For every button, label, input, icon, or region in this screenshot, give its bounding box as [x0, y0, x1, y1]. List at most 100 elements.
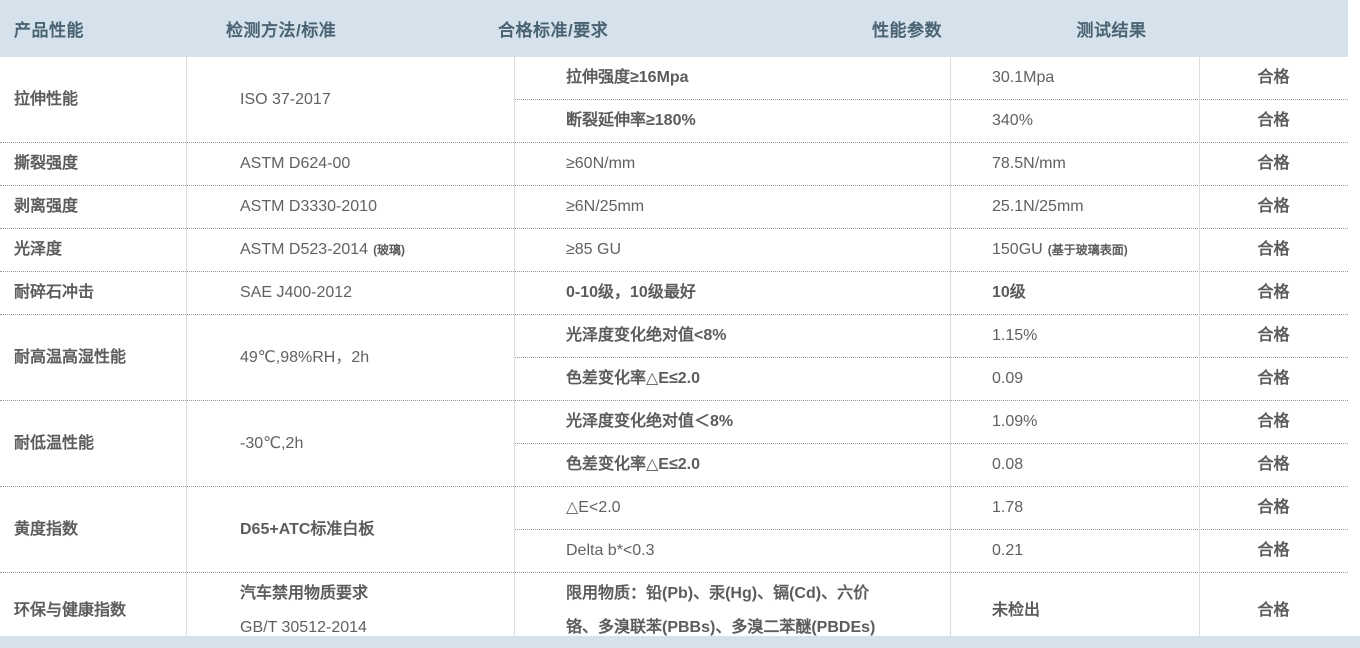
method-cell: ASTM D624-00	[186, 143, 514, 185]
cell-line: 光泽度	[14, 233, 186, 267]
subrow-group: 光泽度变化绝对值<8% 1.15% 合格 色差变化率△E≤2.0 0.09 合格	[514, 315, 1348, 400]
table-group: 拉伸性能 ISO 37-2017 拉伸强度≥16Mpa 30.1Mpa 合格 断裂延伸率≥…	[0, 57, 1348, 143]
cell-text: 耐碎石冲击	[14, 284, 95, 301]
parameter-cell: 0.08	[950, 448, 1199, 482]
cell-text: 340%	[992, 112, 1033, 129]
cell-text: ≥6N/25mm	[566, 198, 645, 215]
column-divider	[186, 57, 187, 636]
cell-line: 合格	[1257, 61, 1289, 95]
result-cell: 合格	[1199, 147, 1348, 181]
cell-text: D65+ATC标准白板	[240, 520, 375, 538]
table-subrow: 断裂延伸率≥180% 340% 合格	[514, 99, 1348, 142]
subrow-group: 拉伸强度≥16Mpa 30.1Mpa 合格 断裂延伸率≥180% 340% 合格	[514, 57, 1348, 142]
cell-line: 拉伸强度≥16Mpa	[566, 61, 890, 95]
result-cell: 合格	[1199, 104, 1348, 138]
cell-line: 30.1Mpa	[992, 61, 1199, 95]
requirement-cell: ≥6N/25mm	[514, 190, 950, 224]
cell-line: Delta b*<0.3	[566, 534, 890, 568]
requirement-cell: 0-10级，10级最好	[514, 276, 950, 310]
table-group: 剥离强度 ASTM D3330-2010 ≥6N/25mm 25.1N/25mm 合格	[0, 186, 1348, 229]
cell-line: 耐高温高湿性能	[14, 341, 186, 375]
parameter-cell: 1.78	[950, 491, 1199, 525]
cell-line: 10级	[992, 276, 1199, 310]
table-group: 耐高温高湿性能 49℃,98%RH，2h 光泽度变化绝对值<8% 1.15% 合格 色差变…	[0, 315, 1348, 401]
cell-line: 未检出	[992, 594, 1199, 628]
cell-text: 合格	[1257, 155, 1290, 172]
table-subrow: Delta b*<0.3 0.21 合格	[514, 529, 1348, 572]
requirement-cell: ≥85 GU	[514, 233, 950, 267]
result-cell: 合格	[1199, 577, 1348, 645]
requirement-cell: 断裂延伸率≥180%	[514, 104, 950, 138]
result-cell: 合格	[1199, 448, 1348, 482]
result-cell: 合格	[1199, 362, 1348, 396]
property-cell: 撕裂强度	[0, 143, 186, 185]
property-cell: 耐低温性能	[0, 401, 186, 486]
property-cell: 环保与健康指数	[0, 573, 186, 648]
cell-text: 汽车禁用物质要求	[240, 585, 369, 602]
table-group: 光泽度 ASTM D523-2014 (玻璃) ≥85 GU 150GU (基于玻璃表面)…	[0, 229, 1348, 272]
cell-line: 合格	[1257, 233, 1289, 267]
cell-text: 合格	[1257, 456, 1290, 473]
table-body: 拉伸性能 ISO 37-2017 拉伸强度≥16Mpa 30.1Mpa 合格 断裂延伸率≥…	[0, 57, 1348, 648]
result-cell: 合格	[1199, 405, 1348, 439]
parameter-cell: 1.09%	[950, 405, 1199, 439]
cell-text: 断裂延伸率≥180%	[566, 112, 696, 129]
parameter-cell: 25.1N/25mm	[950, 190, 1199, 224]
cell-text: ISO 37-2017	[240, 90, 331, 108]
cell-line: 合格	[1257, 104, 1289, 138]
table-group: 撕裂强度 ASTM D624-00 ≥60N/mm 78.5N/mm 合格	[0, 143, 1348, 186]
table-subrow: ≥60N/mm 78.5N/mm 合格	[514, 143, 1348, 185]
cell-line: 49℃,98%RH，2h	[240, 341, 514, 375]
parameter-cell: 1.15%	[950, 319, 1199, 353]
cell-line: 1.78	[992, 491, 1199, 525]
cell-line: -30℃,2h	[240, 427, 514, 461]
cell-text: 合格	[1257, 241, 1290, 258]
subrow-group: ≥60N/mm 78.5N/mm 合格	[514, 143, 1348, 185]
cell-line: 光泽度变化绝对值＜8%	[566, 405, 890, 439]
cell-line: D65+ATC标准白板	[240, 513, 514, 547]
table-header-row: 产品性能 检测方法/标准 合格标准/要求 性能参数 测试结果	[0, 0, 1348, 57]
cell-line: 色差变化率△E≤2.0	[566, 362, 890, 396]
cell-text: 剥离强度	[14, 198, 79, 215]
table-subrow: 0-10级，10级最好 10级 合格	[514, 272, 1348, 314]
method-cell: ASTM D3330-2010	[186, 186, 514, 228]
property-cell: 耐高温高湿性能	[0, 315, 186, 400]
cell-line: 色差变化率△E≤2.0	[566, 448, 890, 482]
cell-text: 30.1Mpa	[992, 69, 1055, 86]
result-cell: 合格	[1199, 61, 1348, 95]
cell-text: 1.15%	[992, 327, 1038, 344]
subrow-group: ≥85 GU 150GU (基于玻璃表面) 合格	[514, 229, 1348, 271]
cell-line: ≥60N/mm	[566, 147, 890, 181]
subrow-group: 0-10级，10级最好 10级 合格	[514, 272, 1348, 314]
cell-line: △E<2.0	[566, 491, 890, 525]
cell-text: 合格	[1257, 284, 1290, 301]
requirement-cell: 拉伸强度≥16Mpa	[514, 61, 950, 95]
cell-line: 合格	[1257, 190, 1289, 224]
cell-line: 耐低温性能	[14, 427, 186, 461]
cell-line: 拉伸性能	[14, 83, 186, 117]
cell-text: 0.21	[992, 542, 1024, 559]
cell-line: 合格	[1257, 594, 1289, 628]
cell-line: 合格	[1257, 319, 1289, 353]
cell-line: 合格	[1257, 491, 1289, 525]
cell-line: 1.15%	[992, 319, 1199, 353]
method-cell: -30℃,2h	[186, 401, 514, 486]
table-subrow: ≥6N/25mm 25.1N/25mm 合格	[514, 186, 1348, 228]
result-cell: 合格	[1199, 276, 1348, 310]
cell-line: ≥85 GU	[566, 233, 890, 267]
cell-text: 0.09	[992, 370, 1024, 387]
cell-text: 限用物质：铅(Pb)、汞(Hg)、镉(Cd)、六价铬、多溴联苯(PBBs)、多溴…	[566, 585, 876, 636]
cell-line: 合格	[1257, 147, 1289, 181]
cell-line: 0.09	[992, 362, 1199, 396]
method-cell: D65+ATC标准白板	[186, 487, 514, 572]
cell-line: 1.09%	[992, 405, 1199, 439]
cell-text: 色差变化率△E≤2.0	[566, 370, 701, 387]
subrow-group: ≥6N/25mm 25.1N/25mm 合格	[514, 186, 1348, 228]
cell-text: 未检出	[992, 602, 1041, 619]
cell-text: △E<2.0	[566, 499, 621, 516]
cell-text: 撕裂强度	[14, 155, 79, 172]
property-cell: 剥离强度	[0, 186, 186, 228]
parameter-cell: 150GU (基于玻璃表面)	[950, 233, 1199, 267]
cell-line: SAE J400-2012	[240, 276, 514, 310]
